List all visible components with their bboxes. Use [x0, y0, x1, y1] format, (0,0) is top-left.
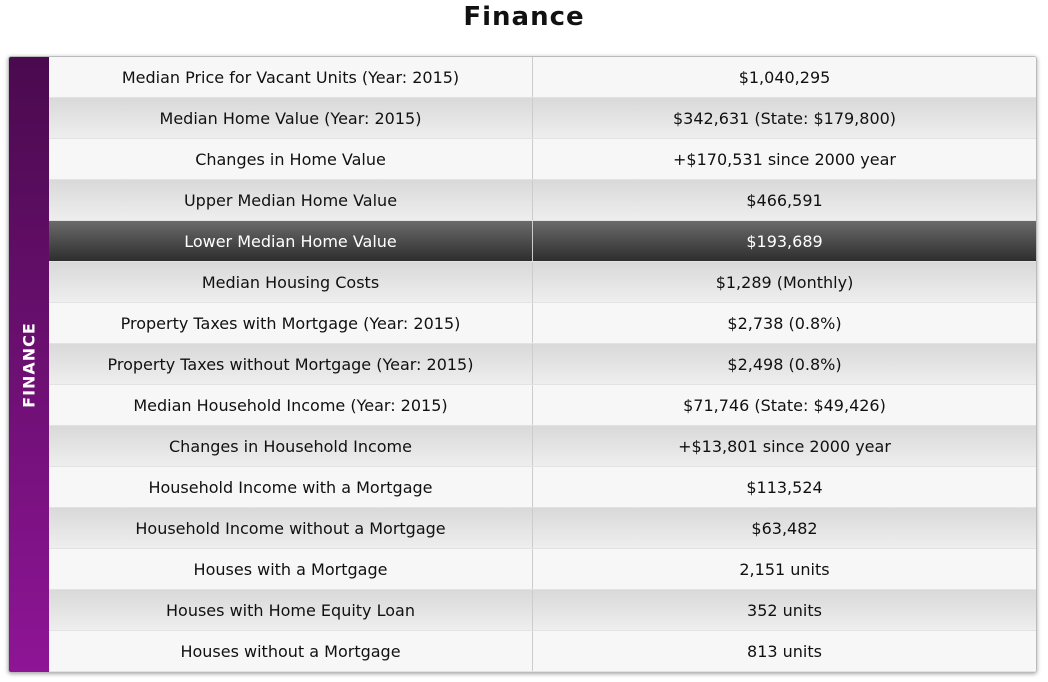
table-row: Median Home Value (Year: 2015) $342,631 (…: [49, 98, 1036, 139]
page-title: Finance: [463, 2, 585, 32]
row-value: 2,151 units: [739, 559, 830, 579]
row-value: $1,040,295: [738, 67, 831, 87]
row-value: 352 units: [747, 600, 822, 620]
table-row: Houses without a Mortgage 813 units: [49, 631, 1036, 672]
row-label: Household Income with a Mortgage: [49, 467, 533, 507]
table-row: Household Income with a Mortgage $113,524: [49, 467, 1036, 508]
table-row: Changes in Household Income +$13,801 sinc…: [49, 426, 1036, 467]
row-label: Median Price for Vacant Units (Year: 201…: [49, 57, 533, 97]
row-value: $1,289 (Monthly): [715, 272, 854, 292]
row-label: Median Household Income (Year: 2015): [49, 385, 533, 425]
table-row: Median Housing Costs $1,289 (Monthly): [49, 262, 1036, 303]
side-label: FINANCE: [19, 321, 39, 408]
row-value: +$13,801 since 2000 year: [678, 436, 891, 456]
table-body: Median Price for Vacant Units (Year: 201…: [49, 57, 1036, 672]
table-row: Upper Median Home Value $466,591: [49, 180, 1036, 221]
table-row: Houses with Home Equity Loan 352 units: [49, 590, 1036, 631]
row-value: $71,746 (State: $49,426): [683, 395, 886, 415]
table-row: Lower Median Home Value $193,689: [49, 221, 1036, 262]
row-label: Changes in Household Income: [49, 426, 533, 466]
row-label: Median Home Value (Year: 2015): [49, 98, 533, 138]
row-label: Median Housing Costs: [49, 262, 533, 302]
row-value: 813 units: [747, 641, 822, 661]
table-row: Houses with a Mortgage 2,151 units: [49, 549, 1036, 590]
row-value: $113,524: [746, 477, 823, 497]
row-label: Houses with Home Equity Loan: [49, 590, 533, 630]
row-value: $63,482: [751, 518, 818, 538]
row-value: $466,591: [746, 190, 823, 210]
row-value: $193,689: [746, 231, 823, 251]
side-bar: FINANCE: [9, 57, 49, 672]
row-value: +$170,531 since 2000 year: [673, 149, 896, 169]
table-row: Property Taxes with Mortgage (Year: 2015…: [49, 303, 1036, 344]
row-label: Lower Median Home Value: [49, 221, 533, 261]
row-label: Property Taxes without Mortgage (Year: 2…: [49, 344, 533, 384]
row-label: Changes in Home Value: [49, 139, 533, 179]
row-label: Houses with a Mortgage: [49, 549, 533, 589]
row-value: $2,738 (0.8%): [727, 313, 842, 333]
row-value: $2,498 (0.8%): [727, 354, 842, 374]
row-label: Property Taxes with Mortgage (Year: 2015…: [49, 303, 533, 343]
table-row: Changes in Home Value +$170,531 since 200…: [49, 139, 1036, 180]
table-row: Property Taxes without Mortgage (Year: 2…: [49, 344, 1036, 385]
row-label: Household Income without a Mortgage: [49, 508, 533, 548]
table-row: Median Household Income (Year: 2015) $71,…: [49, 385, 1036, 426]
row-label: Houses without a Mortgage: [49, 631, 533, 671]
row-value: $342,631 (State: $179,800): [672, 108, 897, 128]
table-row: Household Income without a Mortgage $63,4…: [49, 508, 1036, 549]
table-row: Median Price for Vacant Units (Year: 201…: [49, 57, 1036, 98]
finance-table: FINANCE Median Price for Vacant Units (Y…: [8, 56, 1037, 673]
row-label: Upper Median Home Value: [49, 180, 533, 220]
